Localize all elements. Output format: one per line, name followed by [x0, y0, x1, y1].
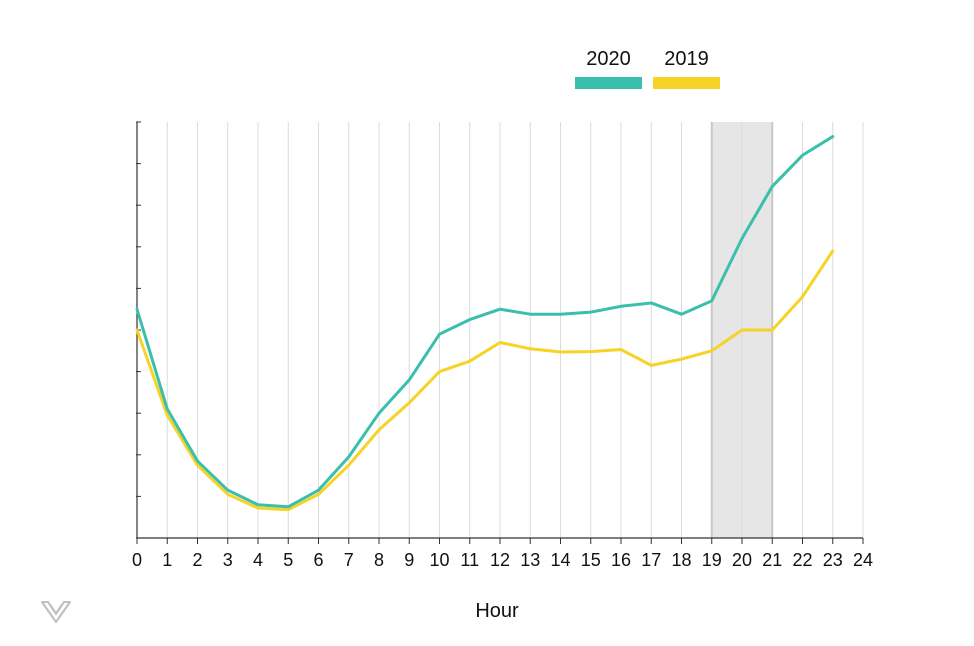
x-tick-label-4: 4 [253, 550, 263, 570]
x-tick-label-3: 3 [223, 550, 233, 570]
x-tick-label-14: 14 [550, 550, 570, 570]
x-tick-label-9: 9 [404, 550, 414, 570]
x-tick-label-7: 7 [344, 550, 354, 570]
x-tick-label-21: 21 [762, 550, 782, 570]
x-tick-label-17: 17 [641, 550, 661, 570]
x-tick-label-11: 11 [460, 550, 479, 570]
x-axis-label: Hour [475, 600, 519, 622]
legend-swatch-2020 [575, 77, 642, 89]
legend-swatch-2019 [653, 77, 720, 89]
legend-item-2020: 2020 [575, 48, 642, 89]
x-tick-label-16: 16 [611, 550, 631, 570]
legend-item-2019: 2019 [653, 48, 720, 89]
grid-layer [166, 122, 864, 538]
x-tick-label-1: 1 [162, 550, 172, 570]
chevron-v-logo-icon [41, 601, 71, 623]
x-tick-label-10: 10 [429, 550, 449, 570]
x-tick-label-20: 20 [732, 550, 752, 570]
series-line-2019 [135, 249, 835, 512]
x-tick-label-2: 2 [192, 550, 202, 570]
series-line-2020 [135, 135, 835, 509]
x-tick-label-12: 12 [490, 550, 510, 570]
x-tick-label-15: 15 [581, 550, 601, 570]
x-tick-labels: 0 1 2 3 4 5 6 7 8 9 10 11 12 13 14 15 16 17 18 19 20 21 22 23 24 [132, 550, 873, 570]
x-tick-label-8: 8 [374, 550, 384, 570]
series-layer [135, 135, 835, 512]
x-tick-label-13: 13 [520, 550, 540, 570]
legend-label-2020: 2020 [586, 48, 631, 70]
x-tick-label-0: 0 [132, 550, 142, 570]
x-tick-label-5: 5 [283, 550, 293, 570]
x-tick-label-24: 24 [853, 550, 873, 570]
x-tick-label-18: 18 [671, 550, 691, 570]
x-tick-label-19: 19 [702, 550, 722, 570]
x-tick-label-23: 23 [823, 550, 843, 570]
x-tick-label-6: 6 [313, 550, 323, 570]
x-tick-label-22: 22 [792, 550, 812, 570]
legend-label-2019: 2019 [664, 48, 709, 70]
